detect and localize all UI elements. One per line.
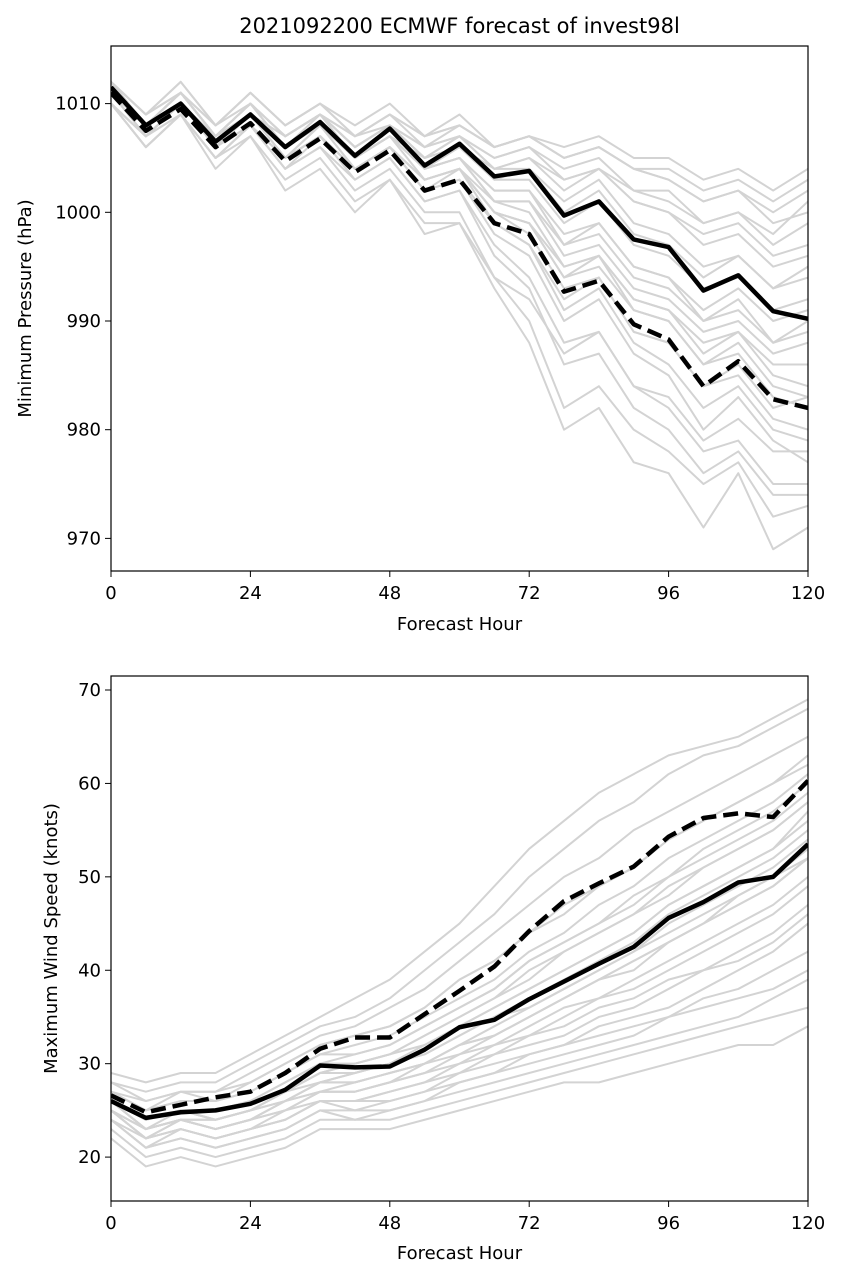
y-tick-label: 1010 [55,94,101,115]
wind-y-axis-label: Maximum Wind Speed (knots) [41,803,62,1074]
wind-plot-area [111,698,808,1168]
wind-ensemble-member-line [111,1025,808,1168]
wind-ensemble-member-line [111,698,808,1084]
x-tick-label: 24 [239,583,262,604]
x-tick-label: 48 [378,583,401,604]
x-tick-label: 72 [518,1213,541,1234]
pressure-ensemble-member-line [111,102,808,496]
x-tick-label: 0 [105,583,116,604]
y-tick-label: 50 [78,867,101,888]
pressure-ensemble-member-line [111,80,808,214]
y-tick-label: 990 [67,311,101,332]
wind-ensemble-member-line [111,848,808,1140]
wind-x-axis-label: Forecast Hour [397,1243,523,1264]
y-tick-label: 980 [67,420,101,441]
x-tick-label: 0 [105,1213,116,1234]
chart-title: 2021092200 ECMWF forecast of invest98l [239,14,680,38]
x-tick-label: 24 [239,1213,262,1234]
y-tick-label: 30 [78,1054,101,1075]
y-tick-label: 1000 [55,202,101,223]
x-tick-label: 48 [378,1213,401,1234]
x-tick-label: 72 [518,583,541,604]
wind-ensemble-member-line [111,773,808,1112]
wind-ensemble-member-line [111,707,808,1093]
wind-x-ticks: 0 24 48 72 96 120 [105,1201,825,1234]
y-tick-label: 20 [78,1147,101,1168]
y-tick-label: 70 [78,680,101,701]
wind-y-ticks: 20 30 40 50 60 70 [78,680,111,1168]
x-tick-label: 120 [791,1213,825,1234]
wind-axes-frame [110,675,809,1202]
wind-ensemble-member-line [111,950,808,1149]
pressure-ensemble-member-line [111,91,808,236]
pressure-ensemble-member-line [111,91,808,290]
pressure-x-ticks: 0 24 48 72 96 120 [105,571,825,604]
pressure-ensemble-member-line [111,102,808,453]
wind-ensemble-member-line [111,857,808,1121]
wind-ensemble-member-line [111,978,808,1149]
pressure-solid-series-line [111,85,808,322]
pressure-ensemble-member-line [111,102,808,322]
x-tick-label: 120 [791,583,825,604]
y-tick-label: 40 [78,960,101,981]
wind-dashed-series-line [111,779,808,1115]
wind-solid-series-line [111,842,808,1121]
y-tick-label: 970 [67,528,101,549]
wind-ensemble-member-line [111,735,808,1103]
pressure-dashed-series-line [111,91,808,411]
pressure-x-axis-label: Forecast Hour [397,614,523,635]
pressure-plot-area [111,80,808,551]
x-tick-label: 96 [657,583,680,604]
y-tick-label: 60 [78,773,101,794]
pressure-y-ticks: 970 980 990 1000 1010 [55,94,111,549]
wind-ensemble-member-line [111,1006,808,1159]
pressure-y-axis-label: Minimum Pressure (hPa) [15,199,36,417]
pressure-axes-frame [110,45,809,572]
x-tick-label: 96 [657,1213,680,1234]
pressure-panel: 2021092200 ECMWF forecast of invest98l 0… [15,14,825,635]
